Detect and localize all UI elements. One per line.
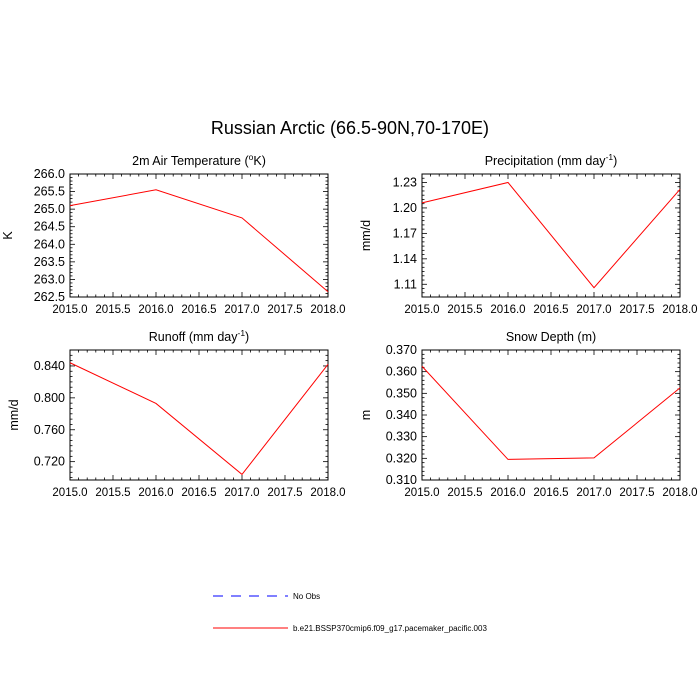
x-tick-label: 2016.5 xyxy=(181,304,216,316)
y-tick-label: 264.5 xyxy=(34,220,65,234)
chart-panels: 2015.0 2015.5 2016.0 2016.5 2017.0 2017.5 2018… xyxy=(1,152,698,499)
y-tick-label: 1.23 xyxy=(393,175,417,189)
x-tick-label: 2017.0 xyxy=(576,487,611,499)
panel-title: Runoff (mm day-1) xyxy=(149,328,249,344)
y-axis-label: mm/d xyxy=(359,220,373,251)
x-tick-label: 2015.5 xyxy=(95,304,130,316)
x-tick-label: 2016.0 xyxy=(490,304,525,316)
series-line-snow-depth xyxy=(421,365,681,460)
x-tick-label: 2015.5 xyxy=(447,487,482,499)
panel-title: 2m Air Temperature (oK) xyxy=(132,152,266,168)
x-tick-label: 2018.0 xyxy=(310,487,345,499)
x-tick-label: 2016.5 xyxy=(533,487,568,499)
x-tick-label: 2016.0 xyxy=(138,304,173,316)
y-tick-label: 266.0 xyxy=(34,167,65,181)
x-tick-label: 2016.0 xyxy=(490,487,525,499)
panel-title: Precipitation (mm day-1) xyxy=(485,152,618,168)
y-tick-label: 0.340 xyxy=(386,408,417,422)
series-line-precipitation xyxy=(421,181,681,289)
x-tick-label: 2017.5 xyxy=(267,304,302,316)
x-tick-label: 2016.0 xyxy=(138,487,173,499)
legend-label-no-obs: No Obs xyxy=(293,592,320,601)
chart-snow-depth: 2015.0 2015.5 2016.0 2016.5 2017.0 2017.5 2018… xyxy=(359,330,698,499)
y-tick-label: 263.0 xyxy=(34,272,65,286)
y-tick-label: 265.5 xyxy=(34,185,65,199)
y-tick-label: 0.370 xyxy=(386,343,417,357)
x-tick-label: 2018.0 xyxy=(310,304,345,316)
x-tick-label: 2017.5 xyxy=(619,487,654,499)
y-tick-label: 262.5 xyxy=(34,290,65,304)
x-tick-label: 2016.5 xyxy=(181,487,216,499)
y-tick-label: 0.360 xyxy=(386,365,417,379)
y-tick-label: 264.0 xyxy=(34,237,65,251)
x-tick-label: 2018.0 xyxy=(662,487,697,499)
y-axis-label: m xyxy=(359,410,373,420)
y-tick-label: 0.330 xyxy=(386,430,417,444)
legend: No Obs b.e21.BSSP370cmip6.f09_g17.pacema… xyxy=(213,592,487,633)
chart-runoff: 2015.0 2015.5 2016.0 2016.5 2017.0 2017.5 2018… xyxy=(7,328,346,499)
y-tick-label: 0.800 xyxy=(34,391,65,405)
x-tick-label: 2015.5 xyxy=(447,304,482,316)
x-tick-label: 2015.0 xyxy=(404,487,439,499)
series-line-runoff xyxy=(69,362,329,476)
figure-title: Russian Arctic (66.5-90N,70-170E) xyxy=(210,118,490,138)
y-tick-label: 1.14 xyxy=(393,252,417,266)
y-tick-label: 265.0 xyxy=(34,202,65,216)
chart-precipitation: 2015.0 2015.5 2016.0 2016.5 2017.0 2017.5 2018… xyxy=(359,152,698,316)
y-tick-label: 0.720 xyxy=(34,455,65,469)
y-tick-label: 0.840 xyxy=(34,359,65,373)
x-tick-label: 2015.0 xyxy=(52,487,87,499)
plot-frame xyxy=(421,349,681,481)
x-tick-label: 2017.0 xyxy=(576,304,611,316)
x-tick-label: 2017.0 xyxy=(224,304,259,316)
plot-frame xyxy=(69,173,329,298)
y-tick-label: 263.5 xyxy=(34,255,65,269)
y-axis-label: K xyxy=(1,231,15,240)
x-tick-label: 2017.5 xyxy=(619,304,654,316)
x-tick-label: 2017.5 xyxy=(267,487,302,499)
panel-title: Snow Depth (m) xyxy=(506,330,596,344)
y-tick-label: 1.17 xyxy=(393,226,417,240)
y-tick-label: 0.350 xyxy=(386,386,417,400)
x-tick-label: 2017.0 xyxy=(224,487,259,499)
y-axis-label: mm/d xyxy=(7,399,21,430)
legend-label-model: b.e21.BSSP370cmip6.f09_g17.pacemaker_pac… xyxy=(293,624,487,633)
chart-air-temperature: 2015.0 2015.5 2016.0 2016.5 2017.0 2017.5 2018… xyxy=(1,152,346,316)
x-tick-label: 2016.5 xyxy=(533,304,568,316)
plot-frame xyxy=(69,349,329,481)
x-tick-label: 2015.5 xyxy=(95,487,130,499)
y-tick-label: 0.760 xyxy=(34,423,65,437)
y-tick-label: 0.320 xyxy=(386,451,417,465)
y-tick-label: 1.11 xyxy=(394,277,417,291)
x-tick-label: 2015.0 xyxy=(52,304,87,316)
y-tick-label: 0.310 xyxy=(386,473,417,487)
x-tick-label: 2015.0 xyxy=(404,304,439,316)
x-tick-label: 2018.0 xyxy=(662,304,697,316)
y-tick-label: 1.20 xyxy=(393,201,417,215)
series-line-air-temperature xyxy=(69,189,329,293)
